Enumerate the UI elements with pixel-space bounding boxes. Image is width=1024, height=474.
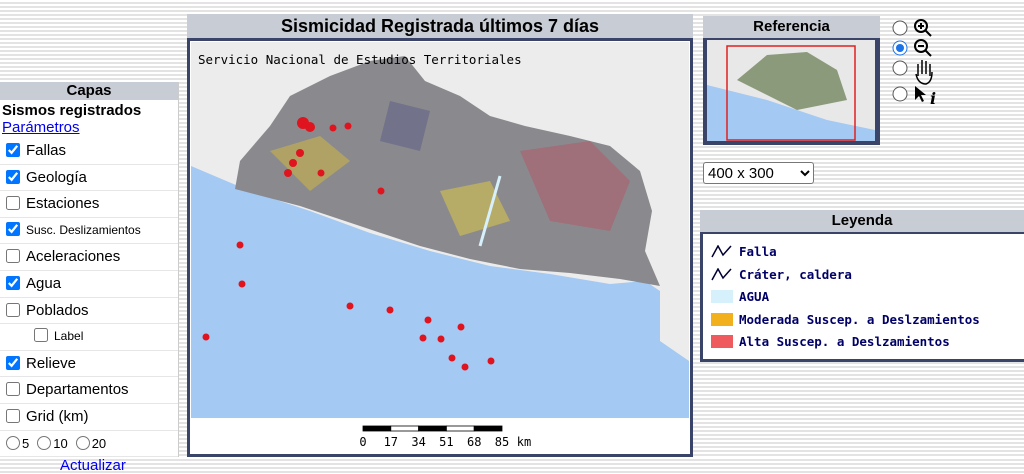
reference-title: Referencia	[703, 16, 880, 38]
layer-checkbox[interactable]	[6, 275, 20, 290]
layer-label: Relieve	[26, 354, 77, 372]
layer-row: Agua	[0, 271, 178, 298]
layer-row: Susc. Deslizamientos	[0, 218, 178, 245]
layer-label: Departamentos	[26, 381, 129, 399]
layer-checkbox[interactable]	[6, 196, 20, 211]
layer-checkbox[interactable]	[6, 143, 20, 157]
update-link: Actualizar	[60, 457, 126, 474]
scale-label: 34	[411, 435, 425, 449]
grid-radio[interactable]	[75, 435, 90, 450]
legend-swatch	[711, 245, 732, 258]
layer-row: Estaciones	[0, 191, 178, 218]
legend-swatch	[711, 335, 733, 349]
scale-bar: 0 17 34 51 68 85 km	[191, 419, 689, 453]
layer-label: Fallas	[26, 142, 67, 159]
layer-row: Geología	[0, 165, 178, 192]
map-frame: Servicio Nacional de Estudios Territoria…	[187, 38, 693, 457]
layer-label: Poblados	[26, 301, 89, 319]
layer-label: Agua	[26, 274, 62, 292]
layer-row: Label	[0, 324, 178, 351]
layer-checkbox[interactable]	[6, 408, 20, 423]
map[interactable]: Servicio Nacional de Estudios Territoria…	[190, 41, 690, 454]
legend-swatch	[711, 267, 732, 280]
ocean	[191, 166, 689, 418]
section-title: Sismos registrados	[2, 102, 142, 119]
scale-segment	[362, 425, 392, 432]
scale-segment	[418, 425, 447, 432]
grid-option: 10	[53, 435, 68, 451]
scale-label: 68	[467, 435, 481, 449]
scale-label: 51	[439, 435, 453, 449]
layer-checkbox[interactable]	[6, 249, 20, 264]
grid-radio[interactable]	[6, 435, 20, 450]
layer-row: Fallas	[0, 138, 178, 165]
layer-row: Poblados	[0, 298, 178, 325]
legend-item: AGUA	[711, 289, 769, 304]
scale-label: 17	[384, 435, 398, 449]
size-select[interactable]: 400 x 300	[703, 162, 814, 184]
scale-segment	[390, 425, 420, 432]
layer-list: Fallas Geología Estaciones Susc. Deslizamie…	[0, 138, 178, 474]
svg-text:i: i	[930, 89, 936, 108]
legend-item: Cráter, caldera	[711, 267, 852, 282]
layer-checkbox[interactable]	[6, 302, 20, 317]
layer-label: Estaciones	[26, 195, 100, 213]
scale-segment	[445, 425, 475, 432]
grid-options: 5 10 20	[0, 431, 178, 458]
country	[235, 56, 660, 286]
layer-checkbox[interactable]	[6, 355, 20, 370]
layer-row: Departamentos	[0, 377, 178, 404]
legend-item: Moderada Suscep. a Deslzamientos	[711, 312, 980, 327]
legend-label: Cráter, caldera	[739, 266, 852, 282]
legend-item: Falla	[711, 244, 777, 259]
earthquakes	[202, 117, 495, 371]
legend-label: AGUA	[739, 289, 770, 305]
legend-item: Alta Suscep. a Deslzamientos	[711, 334, 950, 349]
map-tools: i	[892, 19, 936, 108]
layer-label: Susc. Deslizamientos	[26, 222, 141, 237]
layer-row: Grid (km)	[0, 404, 178, 431]
legend-label: Falla	[739, 244, 777, 259]
layer-label: Label	[54, 329, 84, 344]
legend-swatch	[711, 290, 733, 304]
legend-swatch	[711, 312, 733, 326]
reference-panel: Referencia	[703, 16, 880, 145]
layers-panel: Capas Sismos registrados Parámetros Fall…	[0, 82, 179, 474]
map-credit: Servicio Nacional de Estudios Territoria…	[198, 52, 522, 67]
legend-title: Leyenda	[700, 210, 1024, 232]
legend-panel: Leyenda Falla Cráter, caldera AGUA Moderada…	[700, 210, 1024, 362]
layer-label: Grid (km)	[26, 407, 89, 425]
legend-label: Alta Suscep. a Deslzamientos	[739, 334, 950, 350]
legend-body: Falla Cráter, caldera AGUA Moderada Suscep.…	[703, 234, 1024, 359]
scale-segment	[473, 425, 503, 432]
layer-checkbox[interactable]	[6, 382, 20, 397]
grid-option: 20	[91, 435, 107, 451]
map-title: Sismicidad Registrada últimos 7 días	[187, 14, 693, 38]
reference-map[interactable]	[707, 40, 875, 141]
scale-label: 0	[359, 435, 366, 449]
panel-title: Capas	[0, 82, 178, 100]
layer-checkbox[interactable]	[6, 169, 20, 184]
map-footer	[191, 419, 689, 453]
layer-label: Aceleraciones	[26, 248, 121, 266]
grid-option: 5	[22, 435, 30, 451]
scale-unit: km	[517, 435, 531, 449]
scale-label: 85	[495, 435, 509, 449]
layer-checkbox[interactable]	[34, 328, 48, 343]
grid-radio[interactable]	[37, 435, 52, 450]
layer-checkbox[interactable]	[6, 221, 20, 236]
legend-label: Moderada Suscep. a Deslzamientos	[739, 311, 980, 327]
layer-row: Relieve	[0, 351, 178, 378]
layer-row: Aceleraciones	[0, 244, 178, 271]
layer-label: Geología	[26, 168, 87, 186]
params-link[interactable]: Parámetros	[2, 119, 80, 136]
